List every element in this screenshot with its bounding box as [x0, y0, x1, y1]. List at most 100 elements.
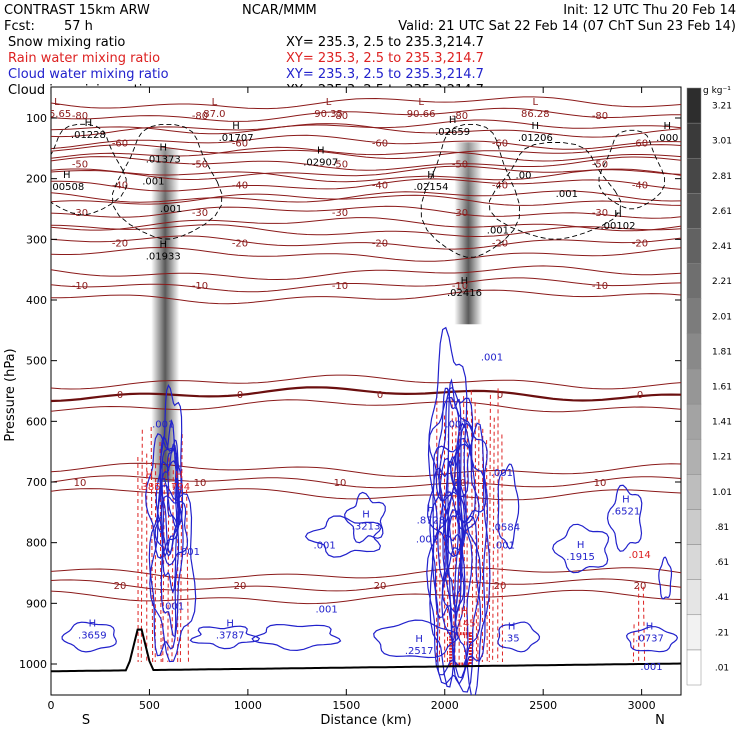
isotherm-line	[51, 265, 681, 281]
legend-section: XY= 235.3, 2.5 to 235.3,214.7	[286, 35, 484, 50]
cloud-water-contour	[149, 484, 197, 663]
isotherm-label: -30	[72, 208, 88, 219]
y-tick-label: 100	[26, 112, 47, 125]
isotherm-label: 10	[74, 478, 87, 489]
y-axis-label: Pressure (hPa)	[3, 348, 18, 441]
x-tick-label: 0	[48, 699, 55, 712]
isotherm-label: 20	[234, 581, 247, 592]
cloud-water-contour	[453, 422, 491, 695]
isotherm-line	[51, 146, 681, 162]
cloud-water-contour	[552, 523, 610, 574]
y-tick-label: 600	[26, 415, 47, 428]
colorbar-bin	[686, 579, 702, 616]
isotherm-line	[51, 235, 681, 250]
extremum-value: .02416	[447, 288, 482, 299]
extremum-kind: L	[533, 97, 539, 108]
init-time: Init: 12 UTC Thu 20 Feb 14	[563, 3, 736, 18]
isotherm-label: -80	[332, 111, 348, 122]
contour-value-label: .001	[142, 177, 164, 188]
colorbar-bin	[686, 157, 702, 194]
contour-value-label: .001	[178, 547, 200, 558]
cloud-ice-contour	[112, 123, 223, 240]
isotherm-line	[51, 246, 681, 262]
colorbar-tick-label: .21	[715, 628, 729, 638]
isotherm-label: 0	[497, 390, 503, 401]
extremum-value: .01206	[518, 133, 553, 144]
extremum-kind: H	[622, 494, 630, 505]
isotherm-label: 20	[114, 581, 127, 592]
extremum-kind: L	[212, 97, 218, 108]
isotherm-label: -80	[452, 111, 468, 122]
isotherm-line	[51, 224, 681, 238]
isotherm-label: -10	[72, 281, 88, 292]
cloud-ice-contour	[598, 129, 666, 210]
extremum-value: .35	[504, 634, 520, 645]
isotherm-label: -30	[592, 208, 608, 219]
isotherm-line	[51, 386, 681, 403]
isotherm-label: 0	[637, 390, 643, 401]
contour-value-label: .001	[416, 535, 438, 546]
contour-value-label: .001	[556, 189, 578, 200]
isotherm-label: 20	[374, 581, 387, 592]
colorbar-tick-label: 2.61	[712, 207, 732, 217]
x-tick-label: 3000	[628, 699, 656, 712]
isotherm-label: -50	[592, 160, 608, 171]
isotherm-line	[51, 165, 681, 181]
extremum-kind: L	[326, 97, 332, 108]
y-tick-label: 800	[26, 537, 47, 550]
rain-streak	[186, 489, 189, 663]
isotherm-line	[51, 96, 681, 110]
extremum-value: 90.66	[407, 109, 436, 120]
extremum-value: .0737	[635, 634, 664, 645]
rain-streak	[501, 434, 503, 663]
isotherm-line	[51, 462, 681, 478]
isotherm-line	[51, 399, 681, 413]
extremum-value: 90.35	[314, 109, 343, 120]
extremum-value: .2517	[405, 646, 434, 657]
terrain-line	[51, 628, 681, 673]
colorbar-tick-label: .61	[715, 558, 729, 568]
extremum-kind: H	[159, 240, 167, 251]
legend-label: Snow mixing ratio	[8, 35, 125, 50]
isotherm-label: -60	[232, 138, 248, 149]
isotherm-label: -40	[232, 181, 248, 192]
extremum-value: .3659	[78, 631, 107, 642]
isotherm-label: 10	[594, 478, 607, 489]
isotherm-line	[51, 277, 681, 293]
cloud-water-contour	[625, 626, 679, 653]
colorbar-tick-label: 3.21	[712, 102, 732, 112]
contour-value-label: .001	[160, 204, 182, 215]
rain-streak	[488, 394, 491, 663]
isotherm-label: -80	[192, 111, 208, 122]
isotherm-label: 20	[494, 581, 507, 592]
x-tick-label: 1000	[234, 699, 262, 712]
extremum-kind: H	[415, 634, 423, 645]
contour-value-label: .001	[152, 419, 174, 430]
isotherm-line	[51, 119, 681, 135]
colorbar-bin	[686, 263, 702, 299]
extremum-value: .01228	[71, 130, 106, 141]
isotherm-label: -30	[452, 208, 468, 219]
cloud-ice-contour	[420, 123, 520, 258]
isotherm-label: -60	[632, 138, 648, 149]
colorbar-tick-label: 2.81	[712, 172, 732, 182]
isotherm-label: -40	[372, 181, 388, 192]
extremum-kind: H	[146, 470, 154, 481]
extremum-value: .3787	[216, 631, 245, 642]
rain-streak	[179, 434, 183, 663]
contour-value-label: .001	[445, 419, 467, 430]
extremum-value: .02907	[303, 158, 338, 169]
extremum-value: .1915	[566, 552, 595, 563]
isotherm-label: -30	[192, 208, 208, 219]
isotherm-line	[51, 144, 681, 160]
colorbar-tick-label: 1.21	[712, 453, 732, 463]
colorbar-bin	[686, 368, 702, 405]
colorbar-tick-label: .81	[715, 523, 729, 533]
isotherm-label: -10	[192, 281, 208, 292]
y-tick-label: 900	[26, 597, 47, 610]
cloud-water-contour	[442, 422, 489, 686]
colorbar-tick-label: .01	[715, 663, 729, 673]
y-tick-label: 1000	[19, 658, 47, 671]
contour-value-label: .001	[491, 468, 513, 479]
extremum-value: 87.0	[203, 109, 225, 120]
